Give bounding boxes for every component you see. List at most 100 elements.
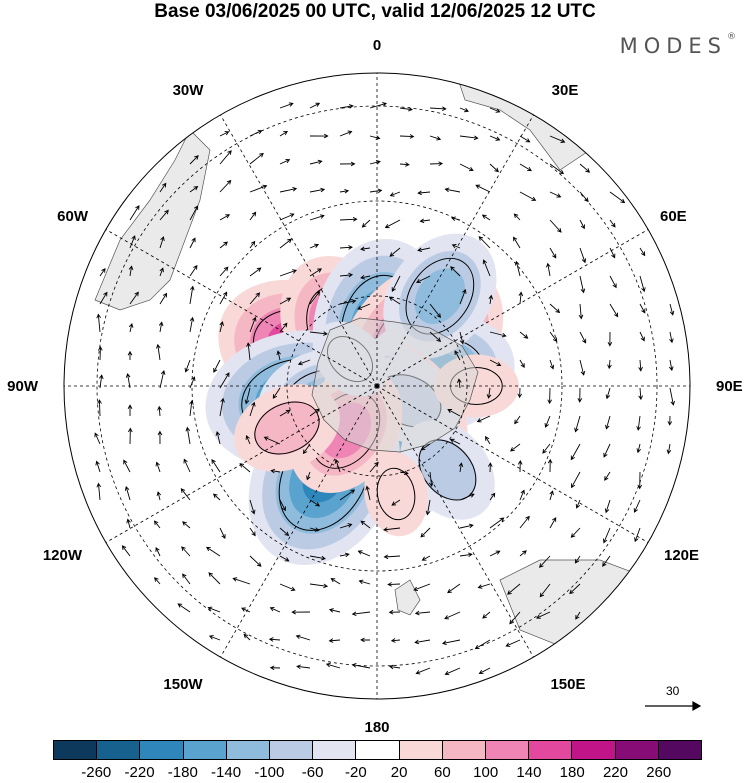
- wind-arrow: [98, 345, 103, 361]
- wind-arrow: [414, 639, 431, 645]
- wind-arrow: [309, 527, 320, 532]
- wind-arrow: [272, 387, 281, 399]
- wind-arrow: [339, 489, 356, 501]
- wind-arrow: [604, 471, 611, 481]
- wind-arrow: [212, 493, 221, 501]
- wind-arrow: [391, 499, 401, 506]
- wind-arrow: [639, 303, 646, 314]
- wind-arrow: [309, 159, 323, 165]
- wind-arrow: [459, 523, 474, 529]
- wind-arrow: [309, 408, 320, 417]
- wind-arrow: [604, 499, 611, 514]
- wind-arrow: [669, 387, 675, 406]
- wind-vectors: [94, 102, 675, 676]
- wind-arrow: [185, 426, 191, 445]
- wind-arrow: [189, 400, 194, 417]
- wind-arrow: [489, 331, 507, 338]
- wind-arrow: [249, 555, 262, 567]
- wind-arrow: [157, 405, 162, 417]
- wind-arrow: [219, 397, 225, 417]
- wind-arrow: [156, 491, 162, 501]
- south-pole-marker: [375, 384, 379, 388]
- wind-arrow: [579, 191, 589, 203]
- wind-arrow: [609, 247, 616, 259]
- colorbar-tick-label: 140: [516, 764, 542, 781]
- wind-arrow: [269, 607, 281, 613]
- wind-arrow: [263, 436, 281, 445]
- wind-arrow: [459, 552, 473, 558]
- wind-arrow: [360, 246, 371, 252]
- wind-arrow: [279, 409, 291, 417]
- colorbar-tick-label: 260: [646, 764, 672, 781]
- wind-arrow: [513, 213, 521, 221]
- wind-arrow: [607, 359, 612, 370]
- wind-arrow: [159, 182, 167, 193]
- wind-arrow: [339, 130, 353, 137]
- wind-arrow: [549, 219, 562, 233]
- colorbar: [53, 740, 702, 760]
- wind-arrow: [487, 462, 493, 473]
- wind-arrow: [219, 321, 224, 333]
- wind-arrow: [518, 291, 524, 305]
- wind-arrow: [639, 275, 646, 293]
- wind-arrow: [414, 610, 431, 616]
- wind-arrow: [416, 275, 431, 284]
- wind-arrow: [447, 409, 461, 417]
- wind-arrow: [603, 527, 611, 544]
- wind-arrow: [129, 205, 140, 221]
- wind-arrow: [155, 461, 161, 473]
- wind-arrow: [388, 609, 401, 615]
- modes-logo: MODES®: [620, 32, 736, 58]
- anomaly-13-streamline: [254, 401, 320, 455]
- wind-arrow: [215, 431, 221, 445]
- wind-arrow: [513, 236, 521, 249]
- wind-arrow: [369, 160, 381, 165]
- wind-arrow: [157, 430, 163, 445]
- reference-vector-arrow: [645, 700, 702, 712]
- colorbar-tick-label: -140: [211, 764, 242, 781]
- wind-arrow: [485, 435, 491, 445]
- wind-arrow: [189, 316, 195, 333]
- wind-arrow: [639, 247, 646, 257]
- wind-arrow: [421, 555, 431, 561]
- wind-arrow: [189, 237, 196, 249]
- wind-arrow: [459, 288, 467, 305]
- wind-arrow: [575, 499, 581, 509]
- wind-arrow: [478, 667, 491, 674]
- wind-arrow: [420, 443, 431, 451]
- wind-arrow: [249, 499, 256, 515]
- wind-arrow: [306, 471, 311, 481]
- wind-arrow: [159, 370, 166, 389]
- wind-arrow: [249, 152, 264, 165]
- wind-arrow: [276, 350, 281, 361]
- wind-arrow: [387, 582, 401, 587]
- wind-arrow: [570, 443, 581, 461]
- wind-arrow: [636, 443, 641, 454]
- wind-arrow: [390, 638, 401, 643]
- wind-arrow: [211, 459, 221, 473]
- wind-arrow: [574, 555, 581, 564]
- wind-arrow: [296, 664, 311, 670]
- wind-arrow: [158, 321, 164, 333]
- colorbar-swatch: [313, 741, 357, 759]
- wind-arrow: [309, 102, 321, 109]
- wind-arrow: [279, 130, 288, 137]
- wind-arrow: [476, 415, 491, 423]
- wind-arrow: [328, 608, 341, 613]
- meridian-line: [105, 229, 378, 387]
- lon-label-90e: 90E: [716, 378, 743, 395]
- wind-arrow: [605, 415, 611, 430]
- wind-arrow: [302, 443, 311, 455]
- wind-arrow: [505, 639, 521, 647]
- wind-arrow: [607, 331, 613, 347]
- wind-arrow: [189, 285, 195, 305]
- wind-arrow: [489, 550, 501, 557]
- wind-arrow: [489, 163, 499, 173]
- wind-arrow: [507, 583, 521, 595]
- wind-arrow: [95, 460, 101, 473]
- wind-arrow: [339, 188, 350, 194]
- wind-arrow: [339, 552, 350, 558]
- wind-arrow: [339, 245, 353, 250]
- meridian-line: [220, 385, 378, 658]
- wind-arrow: [579, 275, 586, 294]
